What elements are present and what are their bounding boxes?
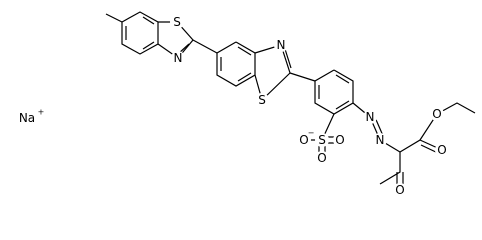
atom-label: N	[174, 51, 183, 65]
atom-label: O	[335, 133, 344, 147]
label-backdrop	[435, 143, 449, 157]
atom-label: O	[432, 107, 441, 121]
label-backdrop	[170, 15, 184, 29]
atom-charge: −	[308, 129, 315, 138]
label-backdrop	[274, 38, 288, 52]
atom-label: N	[277, 38, 286, 52]
label-backdrop	[315, 151, 329, 165]
bonds	[105, 11, 476, 190]
atom-label: S	[318, 133, 326, 147]
atom-label: O	[317, 151, 326, 165]
atom-label: S	[258, 93, 266, 107]
counterion-charge: +	[38, 108, 45, 117]
atom-label: O	[299, 133, 308, 147]
label-backdrop	[393, 183, 407, 197]
label-backdrop	[430, 107, 444, 121]
atom-label: N	[376, 133, 385, 147]
label-backdrop	[315, 133, 329, 147]
label-backdrop	[363, 110, 377, 124]
label-backdrop	[171, 51, 185, 65]
label-backdrop	[333, 133, 347, 147]
atom-label: O	[395, 183, 404, 197]
atom-label: S	[173, 15, 181, 29]
label-backdrop	[255, 93, 269, 107]
atom-label: O	[437, 143, 446, 157]
label-backdrop	[373, 133, 387, 147]
label-backdrop	[297, 133, 311, 147]
atom-label: N	[366, 110, 375, 124]
counterion-label: Na	[19, 111, 35, 125]
